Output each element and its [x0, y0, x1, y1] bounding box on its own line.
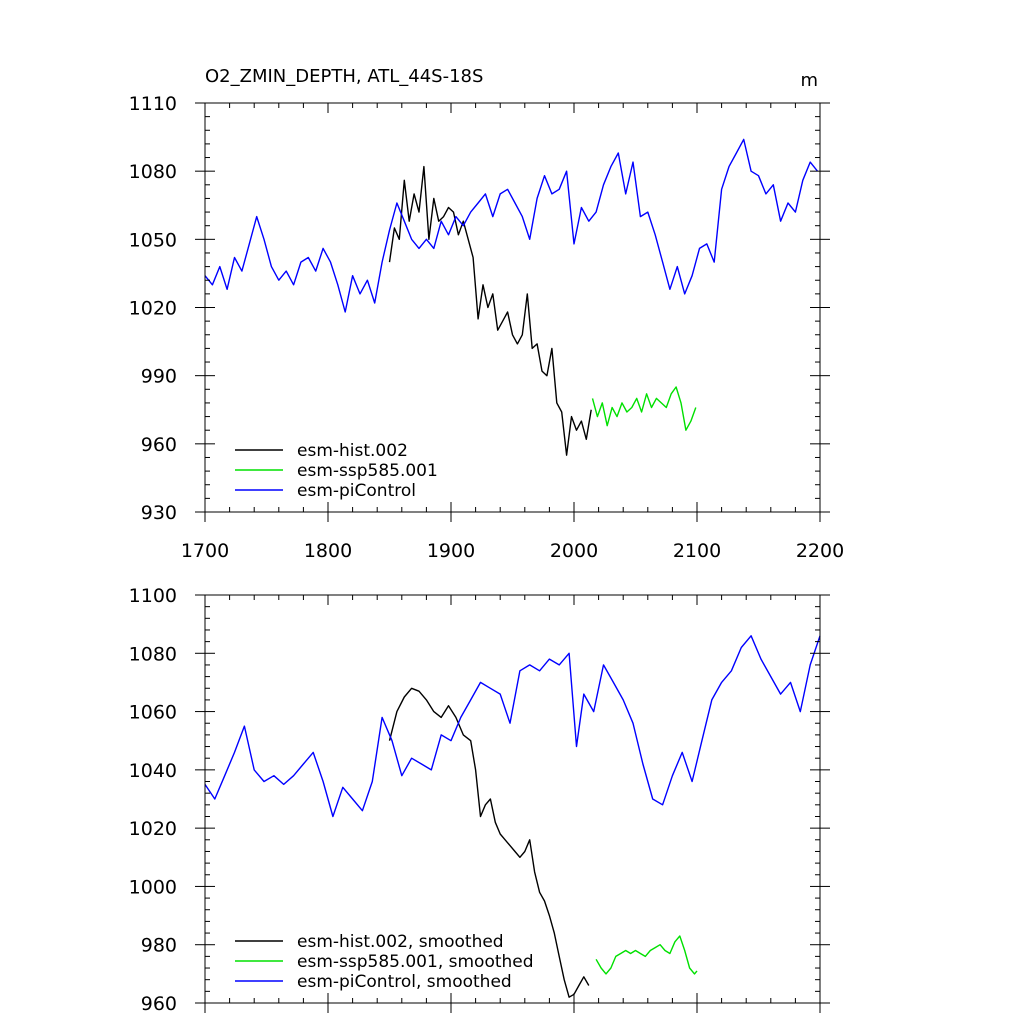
bottom-ytick-label: 1040: [129, 760, 177, 782]
bottom-panel: 960 980 1000 1020 1040 1060 1080 1100 esm-hist.…: [129, 585, 830, 1015]
top-series-line-0: [388, 165, 592, 456]
bottom-ytick-label: 960: [141, 993, 177, 1015]
bottom-ytick-label: 980: [141, 935, 177, 957]
top-xtick-label: 1700: [181, 540, 229, 562]
top-series-group: [204, 138, 819, 456]
bottom-legend-label: esm-hist.002, smoothed: [297, 932, 504, 952]
top-xtick-label: 1800: [304, 540, 352, 562]
bottom-ytick-label: 1060: [129, 702, 177, 724]
bottom-ytick-label: 1020: [129, 818, 177, 840]
bottom-legend-label: esm-piControl, smoothed: [297, 972, 512, 992]
top-ytick-label: 1080: [129, 161, 177, 183]
bottom-series-line-1: [595, 935, 698, 975]
bottom-series-line-2: [204, 635, 821, 818]
bottom-ytick-label: 1000: [129, 876, 177, 898]
bottom-axes: 960 980 1000 1020 1040 1060 1080 1100: [129, 585, 830, 1015]
bottom-series-group: [204, 635, 821, 998]
top-ytick-label: 990: [141, 366, 177, 388]
top-legend-label: esm-ssp585.001: [297, 461, 438, 481]
bottom-ytick-label: 1100: [129, 585, 177, 607]
top-ytick-label: 1050: [129, 229, 177, 251]
top-ytick-label: 1020: [129, 298, 177, 320]
top-series-line-2: [204, 138, 819, 313]
top-xtick-label: 1900: [427, 540, 475, 562]
bottom-legend-label: esm-ssp585.001, smoothed: [297, 952, 534, 972]
top-panel: O2_ZMIN_DEPTH, ATL_44S-18S m 1700 1800 190…: [129, 66, 845, 562]
top-axes: 1700 1800 1900 2000 2100 2200 930 960 990 1020 105…: [129, 93, 845, 562]
units-label: m: [800, 70, 818, 91]
bottom-plot-frame: [204, 594, 821, 1004]
top-legend-label: esm-piControl: [297, 481, 416, 501]
top-ytick-label: 1110: [129, 93, 177, 115]
top-ytick-label: 960: [141, 434, 177, 456]
top-series-line-1: [591, 386, 697, 431]
chart-title: O2_ZMIN_DEPTH, ATL_44S-18S: [205, 66, 483, 87]
top-ytick-label: 930: [141, 502, 177, 524]
top-xtick-label: 2000: [550, 540, 598, 562]
bottom-series-line-0: [388, 687, 590, 998]
top-xtick-label: 2200: [796, 540, 844, 562]
top-xtick-label: 2100: [673, 540, 721, 562]
bottom-ytick-label: 1080: [129, 643, 177, 665]
top-legend-label: esm-hist.002: [297, 441, 408, 461]
